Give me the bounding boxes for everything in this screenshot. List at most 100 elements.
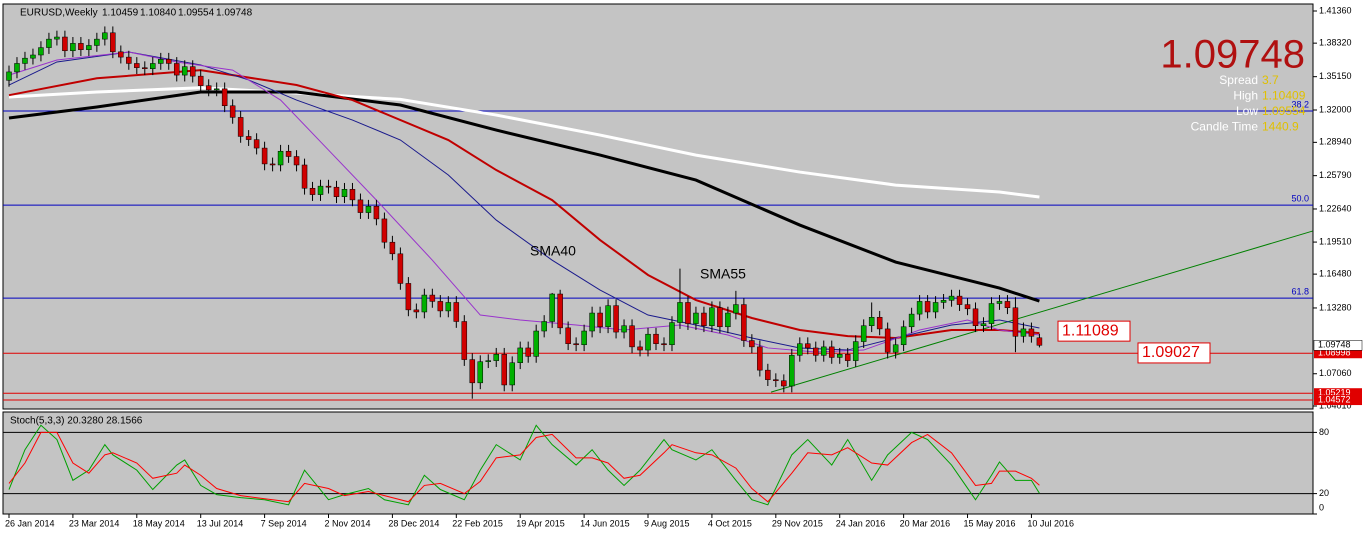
candle-body: [165, 58, 172, 64]
candle-body: [685, 302, 691, 324]
info-value: 1440.9: [1262, 120, 1299, 134]
x-tick-label: 7 Sep 2014: [261, 518, 307, 528]
level-tag: [1314, 395, 1362, 406]
candle-body: [86, 45, 92, 50]
candle-body: [661, 343, 667, 346]
candle-body: [285, 150, 292, 157]
candle-body: [677, 302, 683, 323]
candle-body: [349, 189, 356, 201]
candle-body: [453, 302, 460, 322]
x-tick-label: 14 Jun 2015: [580, 518, 630, 528]
x-tick-label: 19 Apr 2015: [516, 518, 565, 528]
candle-body: [597, 312, 603, 328]
y-tick-label: 20: [1319, 488, 1329, 498]
candle-body: [773, 379, 779, 381]
ohlc-close: 1.09748: [216, 8, 253, 19]
candle-body: [221, 88, 228, 107]
candle-body: [725, 312, 731, 328]
candle-body: [549, 293, 555, 322]
fib-label: 38.2: [1291, 99, 1309, 109]
candle-body: [309, 187, 316, 195]
candle-body: [429, 294, 436, 302]
candle-body: [158, 58, 164, 64]
candle-body: [980, 323, 987, 326]
candle-body: [741, 304, 747, 341]
x-tick-label: 28 Dec 2014: [388, 518, 439, 528]
candle-body: [413, 309, 420, 313]
candle-body: [948, 295, 955, 301]
level-tag-text: 1.04572: [1318, 394, 1351, 404]
candle-body: [261, 147, 268, 165]
moving-average: [8, 90, 1040, 303]
candle-body: [876, 317, 883, 330]
candle-body: [126, 56, 132, 64]
candle-body: [629, 325, 635, 348]
y-tick-label: 0: [1319, 502, 1324, 512]
x-tick-label: 22 Feb 2015: [452, 518, 503, 528]
candle-body: [996, 301, 1003, 304]
info-value: 1.10409: [1262, 89, 1306, 103]
candle-body: [341, 189, 348, 197]
candle-body: [189, 66, 196, 77]
candle-body: [357, 199, 364, 213]
last-price: 1.09748: [1160, 33, 1305, 77]
candle-body: [373, 205, 380, 220]
candle-body: [884, 328, 891, 353]
candle-body: [637, 346, 643, 351]
y-tick-label: 1.22640: [1319, 203, 1352, 213]
annotation: SMA55: [700, 266, 746, 282]
candle-body: [110, 32, 116, 53]
candle-body: [605, 305, 611, 328]
y-tick-label: 1.41360: [1319, 5, 1352, 15]
candle-body: [46, 38, 52, 48]
candle-body: [581, 330, 587, 346]
candle-body: [733, 304, 739, 314]
candle-body: [836, 354, 843, 358]
candle-body: [988, 303, 995, 324]
candle-body: [229, 105, 236, 118]
candle-body: [205, 85, 212, 91]
level-box: [1057, 320, 1131, 342]
candle-body: [6, 71, 12, 81]
candle-body: [1036, 337, 1043, 346]
level-box-text: 1.11089: [1062, 322, 1119, 339]
candle-body: [325, 185, 332, 188]
level-tag: [1314, 388, 1362, 399]
candle-body: [501, 354, 507, 386]
stoch-panel: [2, 411, 1314, 515]
candle-body: [421, 294, 428, 313]
x-tick-label: 2 Nov 2014: [325, 518, 371, 528]
stoch-line: [8, 424, 1040, 506]
ohlc-low: 1.09554: [178, 8, 215, 19]
candle-body: [645, 333, 651, 351]
candle-body: [701, 312, 707, 326]
candle-body: [749, 340, 755, 348]
candle-body: [820, 346, 827, 356]
y-tick-label: 1.16480: [1319, 268, 1352, 278]
candle-body: [709, 307, 715, 326]
candle-body: [62, 36, 68, 52]
moving-average: [8, 51, 1040, 351]
y-tick-label: 80: [1319, 427, 1329, 437]
candle-body: [964, 304, 971, 310]
candle-body: [78, 43, 84, 50]
candle-body: [525, 347, 531, 357]
candle-body: [517, 347, 523, 363]
level-box-text: 1.09027: [1142, 344, 1200, 361]
x-tick-label: 4 Oct 2015: [708, 518, 752, 528]
candle-body: [565, 327, 571, 344]
candle-body: [860, 325, 867, 342]
x-tick-label: 15 May 2016: [964, 518, 1016, 528]
candle-body: [445, 302, 452, 312]
stoch-line: [8, 431, 1040, 503]
moving-average: [8, 51, 1040, 353]
y-tick-label: 1.28940: [1319, 137, 1352, 147]
moving-average: [8, 86, 1040, 199]
candle-body: [1012, 307, 1019, 337]
candle-body: [54, 36, 60, 40]
info-label: High: [1233, 89, 1258, 103]
candle-body: [94, 38, 100, 46]
candle-body: [789, 355, 795, 387]
x-tick-label: 26 Jan 2014: [5, 518, 55, 528]
candle-body: [924, 301, 931, 313]
